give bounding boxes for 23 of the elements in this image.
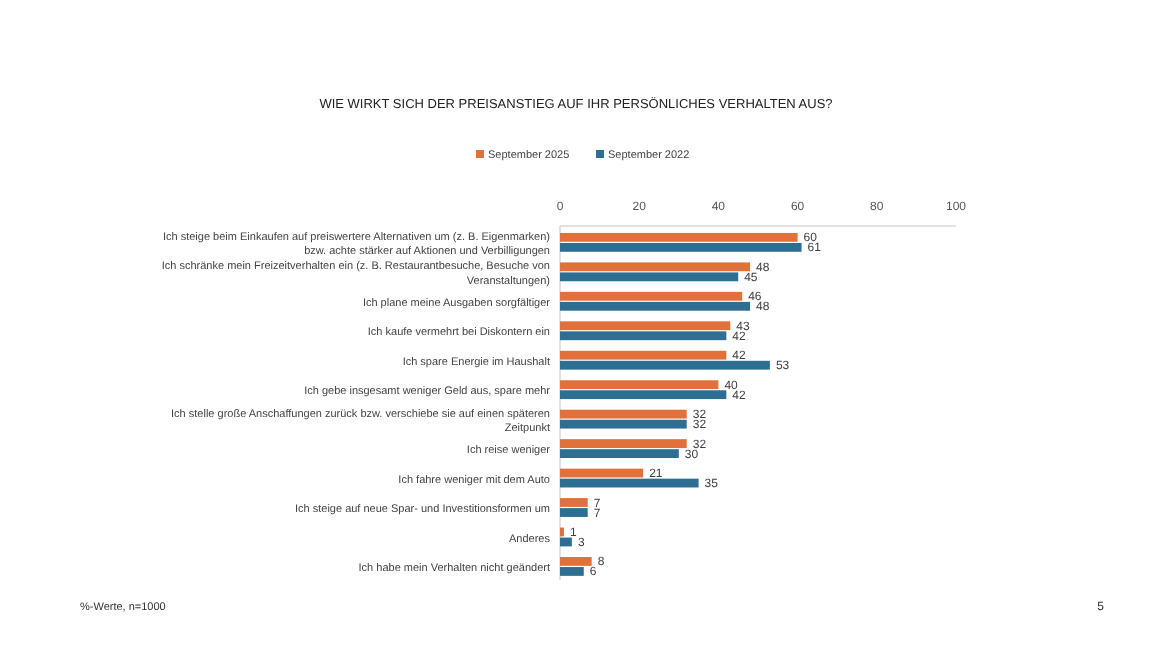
bar <box>560 272 739 282</box>
bar <box>560 291 743 301</box>
bar <box>560 498 588 507</box>
bar <box>560 478 699 488</box>
bar <box>560 242 802 252</box>
bar <box>560 537 572 547</box>
bar <box>560 232 798 242</box>
bar <box>560 390 727 400</box>
bar <box>560 331 727 341</box>
bar <box>560 409 687 419</box>
bar <box>560 360 770 370</box>
bar <box>560 439 687 448</box>
bar <box>560 262 751 272</box>
bar <box>560 468 644 478</box>
bar <box>560 350 727 360</box>
bar <box>560 419 687 429</box>
bar <box>560 449 679 459</box>
bar <box>560 508 588 517</box>
bar <box>560 567 584 576</box>
bar <box>560 557 592 566</box>
bar <box>560 380 719 390</box>
bar <box>560 301 751 311</box>
bar <box>560 321 731 331</box>
